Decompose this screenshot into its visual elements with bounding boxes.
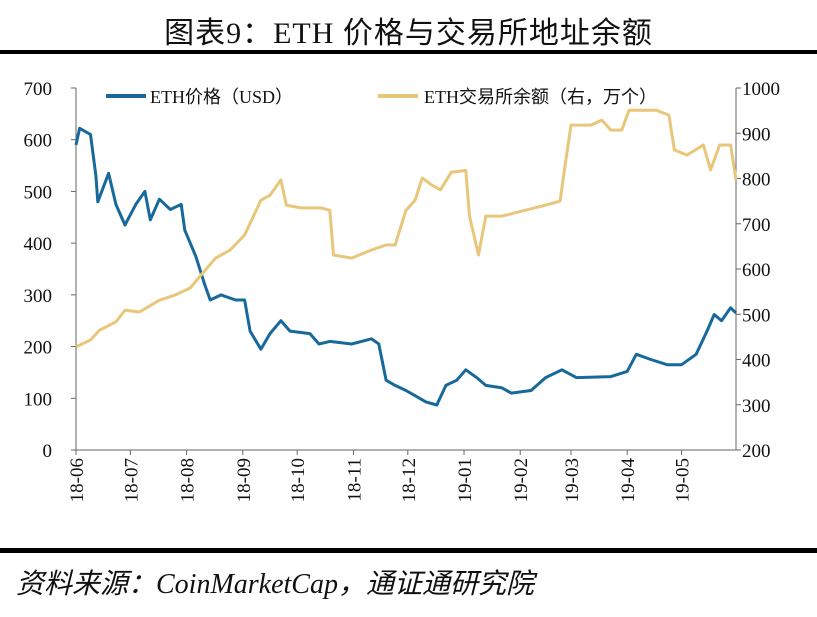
legend-label: ETH价格（USD） xyxy=(150,87,293,107)
left-tick-label: 0 xyxy=(43,441,53,462)
right-tick-label: 800 xyxy=(742,170,771,191)
x-tick-label: 19-03 xyxy=(562,458,583,502)
chart-title: 图表9：ETH 价格与交易所地址余额 xyxy=(164,17,653,50)
right-tick-label: 600 xyxy=(742,260,771,281)
left-tick-label: 500 xyxy=(24,182,53,203)
x-tick-label: 18-11 xyxy=(344,458,365,502)
x-tick-label: 19-01 xyxy=(455,458,476,502)
x-tick-label: 18-09 xyxy=(234,458,255,502)
right-tick-label: 400 xyxy=(742,351,771,372)
title-divider xyxy=(0,50,817,54)
x-tick-label: 19-02 xyxy=(511,458,532,502)
right-tick-label: 700 xyxy=(742,215,771,236)
left-tick-label: 200 xyxy=(24,338,53,359)
x-tick-label: 18-10 xyxy=(288,458,309,502)
right-tick-label: 300 xyxy=(742,396,771,417)
left-tick-label: 600 xyxy=(24,131,53,152)
footer-divider xyxy=(0,548,817,553)
x-tick-label: 19-05 xyxy=(673,458,694,502)
source-note: 资料来源：CoinMarketCap，通证通研究院 xyxy=(16,569,534,600)
x-tick-label: 18-12 xyxy=(399,458,420,502)
left-tick-label: 100 xyxy=(24,389,53,410)
right-tick-label: 1000 xyxy=(742,79,780,100)
x-tick-label: 18-06 xyxy=(67,458,88,502)
right-tick-label: 900 xyxy=(742,124,771,145)
left-tick-label: 400 xyxy=(24,234,53,255)
series-line-exchange-balance xyxy=(75,108,738,349)
right-tick-label: 500 xyxy=(742,305,771,326)
x-tick-label: 18-07 xyxy=(121,458,142,502)
right-tick-label: 200 xyxy=(742,441,771,462)
left-tick-label: 300 xyxy=(24,286,53,307)
series-line-eth-price xyxy=(74,126,738,407)
left-tick-label: 700 xyxy=(24,79,53,100)
x-tick-label: 18-08 xyxy=(178,458,199,502)
legend-label: ETH交易所余额（右，万个） xyxy=(424,87,657,107)
x-tick-label: 19-04 xyxy=(618,458,639,503)
